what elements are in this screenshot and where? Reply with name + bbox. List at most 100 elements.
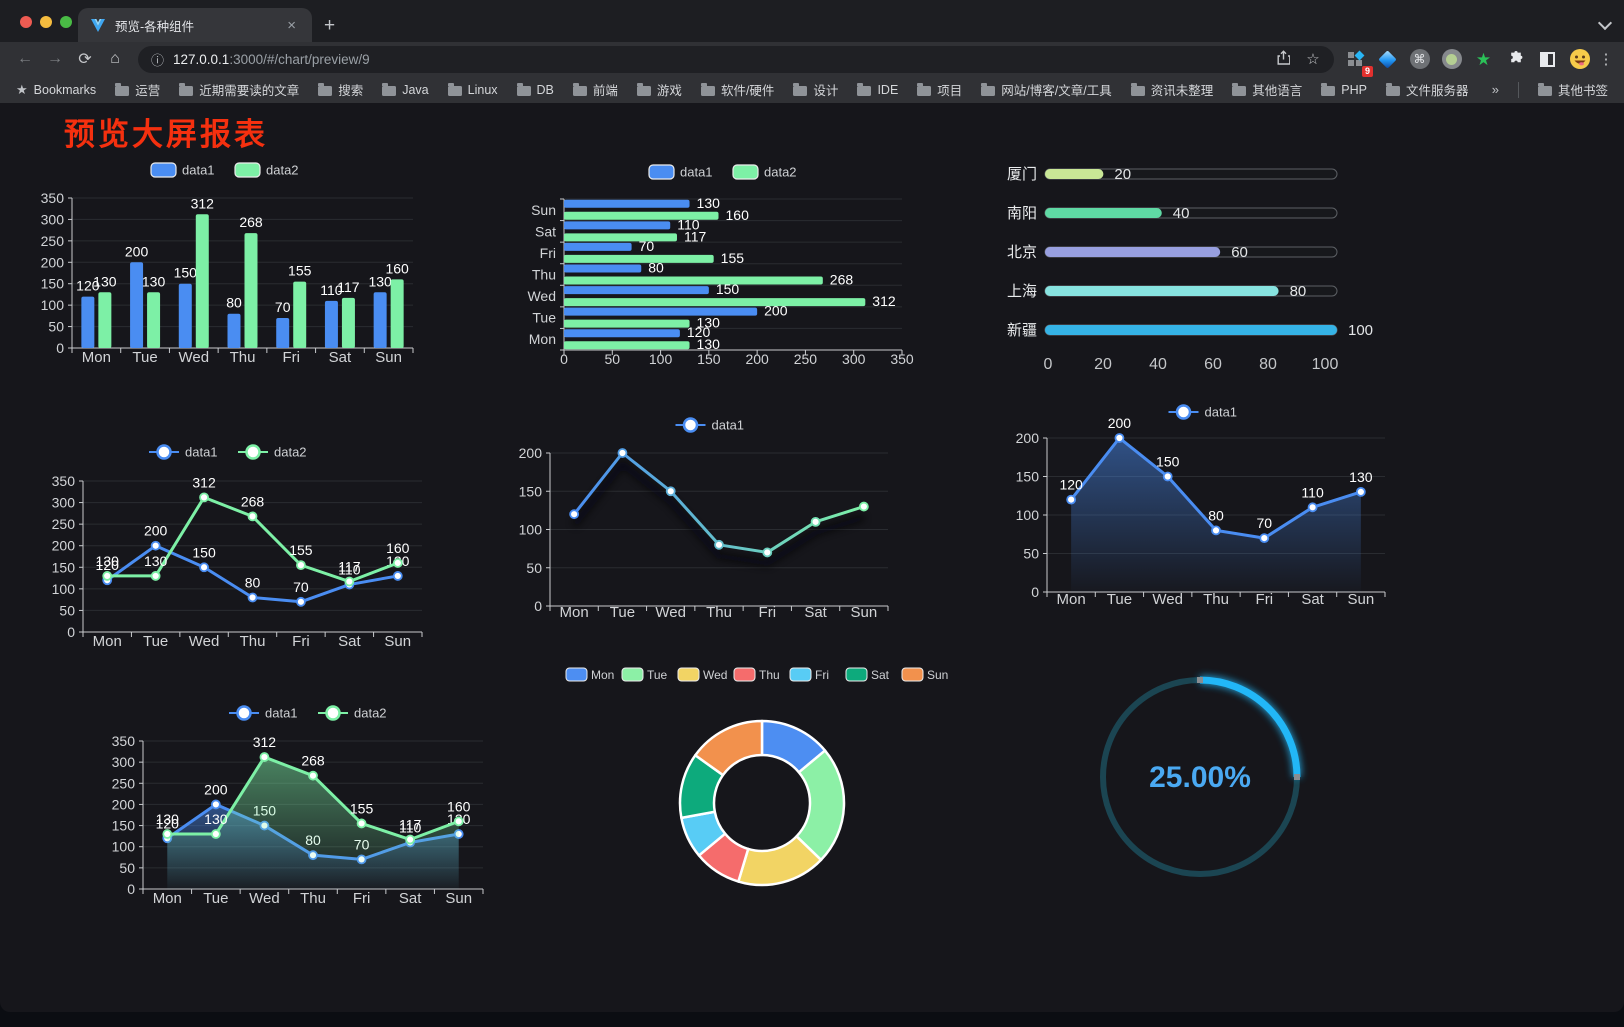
svg-text:60: 60 (1204, 356, 1222, 373)
bookmark-folder-label: 前端 (592, 84, 618, 98)
bookmark-folder-item[interactable]: Linux (447, 82, 498, 97)
svg-text:268: 268 (239, 214, 263, 230)
bookmark-folder-item[interactable]: Java (382, 82, 429, 97)
extension-grid-icon[interactable]: 9 (1342, 46, 1373, 77)
close-window-button[interactable] (20, 16, 32, 28)
share-icon[interactable] (1268, 49, 1298, 69)
extension-green-star-icon[interactable]: ★ (1475, 49, 1492, 69)
svg-text:Mon: Mon (560, 604, 589, 621)
svg-text:110: 110 (399, 819, 422, 835)
extension-command-icon[interactable]: ⌘ (1406, 46, 1433, 73)
bookmark-folder-item[interactable]: IDE (857, 82, 899, 97)
tab-search-chevron-icon[interactable] (1597, 15, 1613, 31)
folder-icon (1130, 82, 1145, 96)
minimize-window-button[interactable] (40, 16, 52, 28)
svg-text:Wed: Wed (703, 668, 727, 682)
svg-text:150: 150 (716, 281, 740, 297)
donut-canvas: Mon Tue Wed Thu Fri Sat Sun (565, 667, 948, 887)
chart-line-area-two[interactable]: data1 data2 0 50 100 150 200 250 300 350 Mon Tue Wed… (100, 670, 540, 920)
bookmark-folder-item[interactable]: 搜索 (318, 80, 363, 99)
profile-avatar[interactable] (1566, 46, 1593, 73)
address-bar[interactable]: ⓘ 127.0.0.1:3000/#/chart/preview/9 ☆ (138, 45, 1334, 73)
svg-text:350: 350 (52, 473, 76, 489)
home-icon[interactable]: ⌂ (110, 50, 120, 67)
bookmark-folder-item[interactable]: 文件服务器 (1385, 80, 1468, 99)
extensions-cluster: 9 ⌘ ★ ⋮ (1342, 46, 1614, 77)
url-text[interactable]: 127.0.0.1:3000/#/chart/preview/9 (173, 52, 1268, 67)
zoom-window-button[interactable] (60, 16, 72, 28)
browser-tab[interactable]: 预览-各种组件 × (78, 8, 312, 42)
extensions-puzzle-icon[interactable] (1502, 46, 1529, 73)
chart-line-gradient[interactable]: data1 0 50 100 150 200 Mon Tue Wed Thu Fri Sat Sun (500, 390, 940, 630)
bookmark-folder-item[interactable]: DB (516, 82, 554, 97)
chart-bar-horizontal[interactable]: data1 data2 Mon 120 130 Tue 200 130 Wed 150 312 Thu… (500, 150, 940, 380)
svg-text:110: 110 (677, 216, 700, 232)
bookmark-folder-label: IDE (877, 82, 899, 97)
other-bookmarks-folder[interactable]: 其他书签 (1537, 80, 1608, 99)
svg-text:130: 130 (93, 273, 117, 289)
svg-text:300: 300 (112, 754, 136, 770)
chart-city-progress[interactable]: 厦门 20 南阳 40 北京 60 上海 80 新疆 100 0 20 40 60 80 100 (980, 155, 1420, 395)
browser-menu-icon[interactable]: ⋮ (1598, 51, 1614, 68)
bookmark-folder-item[interactable]: 运营 (115, 80, 160, 99)
svg-text:data1: data1 (182, 163, 215, 178)
svg-text:Thu: Thu (532, 267, 556, 283)
bookmark-folder-item[interactable]: 软件/硬件 (700, 80, 774, 99)
other-bookmarks-label: 其他书签 (1557, 84, 1608, 98)
bookmark-folder-item[interactable]: 近期需要读的文章 (179, 80, 299, 99)
tab-close-icon[interactable]: × (287, 16, 296, 34)
url-path: :3000/#/chart/preview/9 (229, 51, 370, 67)
extension-dot-icon[interactable] (1438, 46, 1465, 73)
chart-gauge[interactable]: 25.00% (1085, 662, 1315, 892)
new-tab-button[interactable]: + (324, 15, 336, 36)
extension-gem-icon[interactable] (1374, 46, 1401, 73)
svg-text:312: 312 (872, 293, 896, 309)
bookmark-folder-item[interactable]: 游戏 (636, 80, 682, 99)
svg-text:Sat: Sat (871, 668, 890, 682)
bookmark-folder-label: 项目 (937, 84, 963, 98)
svg-text:350: 350 (890, 351, 914, 367)
chart-bar-vertical[interactable]: data1 data2 0 50 100 150 200 250 300 350 Mon Tue Wed… (40, 150, 480, 380)
svg-text:70: 70 (275, 299, 291, 315)
bookmark-folder-item[interactable]: 项目 (917, 80, 962, 99)
back-icon[interactable]: ← (17, 50, 33, 67)
bookmarks-overflow-icon[interactable]: » (1491, 82, 1499, 97)
svg-text:100: 100 (41, 297, 65, 313)
chart-line-area[interactable]: data1 0 50 100 150 200 Mon Tue Wed Thu Fri Sat Sun 12… (980, 385, 1420, 620)
svg-text:130: 130 (697, 315, 721, 331)
svg-text:117: 117 (337, 279, 360, 295)
svg-text:Sun: Sun (927, 668, 948, 682)
svg-text:200: 200 (204, 781, 228, 797)
svg-text:110: 110 (320, 282, 343, 298)
bookmark-folder-item[interactable]: PHP (1321, 82, 1367, 97)
bookmark-star-icon[interactable]: ☆ (1306, 51, 1320, 68)
svg-text:300: 300 (842, 351, 866, 367)
svg-text:Sat: Sat (399, 890, 422, 907)
bookmark-folder-label: 设计 (813, 84, 839, 98)
svg-text:120: 120 (687, 324, 711, 340)
reload-icon[interactable]: ⟳ (78, 51, 92, 68)
dark-mode-icon[interactable] (1534, 46, 1561, 73)
svg-text:0: 0 (1044, 356, 1053, 373)
svg-text:data1: data1 (265, 706, 298, 721)
bookmark-folder-item[interactable]: 资讯未整理 (1130, 80, 1213, 99)
bookmark-folder-item[interactable]: 设计 (793, 80, 838, 99)
site-info-icon[interactable]: ⓘ (151, 52, 165, 68)
svg-text:200: 200 (764, 303, 788, 319)
chart-line-two-series[interactable]: data1 data2 0 50 100 150 200 250 300 350 Mon Tue Wed… (30, 420, 490, 670)
folder-icon (1537, 82, 1552, 96)
chart-donut[interactable]: Mon Tue Wed Thu Fri Sat Sun (540, 630, 1000, 920)
svg-text:150: 150 (697, 351, 721, 367)
svg-text:100: 100 (519, 522, 543, 538)
svg-text:200: 200 (125, 243, 149, 259)
svg-text:0: 0 (127, 881, 135, 897)
bookmark-folder-item[interactable]: 其他语言 (1232, 80, 1302, 99)
svg-text:Wed: Wed (249, 890, 280, 907)
bookmarks-manager[interactable]: ★ Bookmarks (16, 82, 96, 98)
forward-icon[interactable]: → (47, 50, 63, 67)
svg-text:130: 130 (697, 336, 721, 352)
bookmark-folder-item[interactable]: 网站/博客/文章/工具 (981, 80, 1112, 99)
svg-text:60: 60 (1231, 244, 1248, 261)
bookmark-folder-item[interactable]: 前端 (572, 80, 618, 99)
